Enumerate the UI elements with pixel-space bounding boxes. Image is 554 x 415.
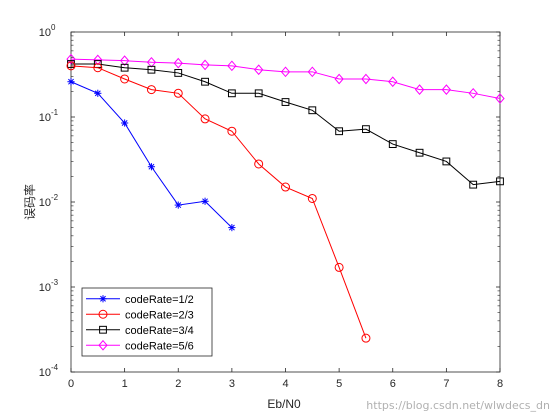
legend-item: codeRate=2/3 bbox=[86, 309, 194, 321]
legend: codeRate=1/2 codeRate=2/3 codeRate=3/4 code… bbox=[81, 287, 213, 357]
data-point bbox=[308, 106, 317, 115]
data-point bbox=[200, 59, 210, 71]
data-point bbox=[335, 127, 344, 136]
data-point bbox=[254, 89, 263, 98]
y-tick-exponent: -1 bbox=[51, 108, 59, 117]
x-tick-label: 4 bbox=[282, 378, 288, 390]
data-point bbox=[147, 163, 156, 171]
data-point bbox=[227, 60, 237, 72]
data-point bbox=[67, 78, 75, 86]
data-point bbox=[146, 56, 157, 68]
data-point bbox=[281, 98, 290, 106]
data-point bbox=[146, 85, 156, 95]
y-tick-exponent: 0 bbox=[51, 23, 56, 32]
legend-item: codeRate=5/6 bbox=[86, 339, 194, 352]
data-point bbox=[280, 66, 291, 78]
data-point bbox=[119, 55, 130, 67]
y-tick-base: 10 bbox=[39, 112, 51, 124]
y-axis-label: 误码率 bbox=[22, 184, 37, 220]
x-axis-ticks: 0 1 2 3 4 5 6 7 8 bbox=[68, 32, 503, 390]
legend-label: codeRate=5/6 bbox=[125, 340, 194, 352]
data-point bbox=[228, 223, 236, 232]
data-point bbox=[307, 66, 317, 78]
y-tick-base: 10 bbox=[39, 367, 51, 379]
y-tick-base: 10 bbox=[39, 282, 51, 294]
y-tick-label: 10 -4 bbox=[39, 363, 59, 379]
series-2 bbox=[66, 61, 371, 343]
data-point bbox=[254, 64, 264, 76]
data-point bbox=[120, 74, 130, 84]
data-point bbox=[388, 76, 398, 88]
x-tick-label: 5 bbox=[336, 378, 342, 390]
y-tick-label: 10 -3 bbox=[39, 278, 59, 294]
data-point bbox=[362, 125, 370, 134]
legend-item: codeRate=1/2 bbox=[86, 294, 194, 306]
y-tick-exponent: -3 bbox=[51, 278, 59, 287]
data-point bbox=[307, 193, 317, 203]
data-point bbox=[201, 197, 209, 205]
data-point bbox=[334, 262, 344, 272]
x-axis-label: Eb/N0 bbox=[267, 397, 301, 411]
data-point bbox=[227, 89, 236, 98]
series-line bbox=[71, 63, 501, 186]
data-point bbox=[200, 114, 210, 124]
series-line bbox=[70, 65, 367, 339]
x-tick-label: 6 bbox=[390, 378, 396, 390]
legend-label: codeRate=1/2 bbox=[125, 294, 194, 306]
data-point bbox=[442, 157, 451, 166]
data-point bbox=[361, 73, 371, 85]
data-point bbox=[441, 84, 452, 95]
data-point bbox=[173, 88, 183, 98]
y-tick-exponent: -4 bbox=[51, 363, 59, 372]
legend-marker bbox=[98, 339, 108, 351]
x-tick-label: 8 bbox=[497, 378, 503, 390]
data-point bbox=[66, 61, 76, 71]
legend-item: codeRate=3/4 bbox=[86, 325, 194, 337]
y-tick-label: 10 0 bbox=[39, 23, 56, 39]
data-point bbox=[388, 140, 397, 148]
y-tick-exponent: -2 bbox=[51, 193, 59, 202]
x-tick-label: 0 bbox=[68, 378, 74, 390]
watermark: https://blog.csdn.net/wlwdecs_dn bbox=[366, 399, 550, 412]
data-point bbox=[174, 201, 182, 209]
data-point bbox=[254, 159, 264, 169]
y-tick-label: 10 -2 bbox=[39, 193, 59, 209]
data-point bbox=[495, 93, 505, 104]
data-point bbox=[468, 87, 478, 99]
data-point bbox=[93, 63, 103, 73]
x-tick-label: 2 bbox=[175, 378, 181, 390]
data-point bbox=[147, 65, 156, 74]
legend-label: codeRate=3/4 bbox=[125, 325, 194, 337]
data-point bbox=[120, 63, 129, 72]
x-tick-label: 7 bbox=[443, 378, 449, 390]
x-tick-label: 1 bbox=[122, 378, 128, 390]
data-point bbox=[334, 73, 344, 85]
x-tick-label: 3 bbox=[229, 378, 235, 390]
series-3 bbox=[67, 60, 504, 189]
data-point bbox=[281, 182, 290, 192]
data-point bbox=[94, 89, 102, 97]
series-1 bbox=[67, 78, 236, 232]
data-point bbox=[173, 57, 183, 69]
data-point bbox=[469, 180, 478, 189]
data-point bbox=[174, 69, 183, 77]
data-point bbox=[121, 119, 129, 127]
data-point bbox=[201, 77, 209, 86]
legend-label: codeRate=2/3 bbox=[125, 309, 194, 321]
data-point bbox=[414, 84, 425, 95]
legend-marker bbox=[99, 325, 107, 334]
series-4 bbox=[66, 53, 505, 104]
series-line bbox=[70, 58, 501, 100]
data-point bbox=[496, 177, 504, 186]
legend-marker bbox=[98, 309, 108, 319]
y-tick-base: 10 bbox=[39, 197, 51, 209]
legend-marker bbox=[99, 295, 107, 303]
y-tick-base: 10 bbox=[39, 27, 51, 39]
data-point bbox=[361, 333, 371, 343]
y-tick-label: 10 -1 bbox=[39, 108, 59, 124]
data-point bbox=[415, 148, 424, 157]
data-point bbox=[227, 126, 237, 136]
